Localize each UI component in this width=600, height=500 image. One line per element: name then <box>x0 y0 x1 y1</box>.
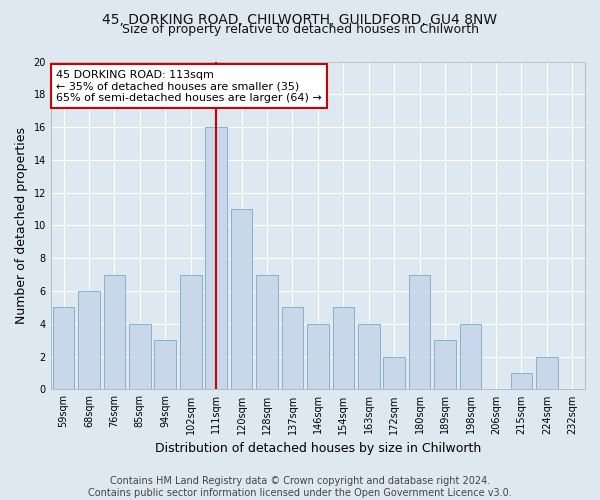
Text: Size of property relative to detached houses in Chilworth: Size of property relative to detached ho… <box>121 22 479 36</box>
Bar <box>129 324 151 390</box>
Bar <box>154 340 176 390</box>
Bar <box>78 291 100 390</box>
Bar <box>104 274 125 390</box>
Bar <box>256 274 278 390</box>
Bar <box>281 308 303 390</box>
Bar <box>180 274 202 390</box>
Bar <box>383 356 405 390</box>
Bar <box>332 308 354 390</box>
Bar <box>536 356 557 390</box>
Bar <box>231 209 253 390</box>
Bar <box>434 340 456 390</box>
Text: 45, DORKING ROAD, CHILWORTH, GUILDFORD, GU4 8NW: 45, DORKING ROAD, CHILWORTH, GUILDFORD, … <box>103 12 497 26</box>
Text: Contains HM Land Registry data © Crown copyright and database right 2024.
Contai: Contains HM Land Registry data © Crown c… <box>88 476 512 498</box>
Bar <box>511 373 532 390</box>
Bar <box>460 324 481 390</box>
Bar <box>358 324 380 390</box>
Bar <box>205 127 227 390</box>
Bar <box>307 324 329 390</box>
Y-axis label: Number of detached properties: Number of detached properties <box>15 127 28 324</box>
X-axis label: Distribution of detached houses by size in Chilworth: Distribution of detached houses by size … <box>155 442 481 455</box>
Bar <box>53 308 74 390</box>
Text: 45 DORKING ROAD: 113sqm
← 35% of detached houses are smaller (35)
65% of semi-de: 45 DORKING ROAD: 113sqm ← 35% of detache… <box>56 70 322 103</box>
Bar <box>409 274 430 390</box>
